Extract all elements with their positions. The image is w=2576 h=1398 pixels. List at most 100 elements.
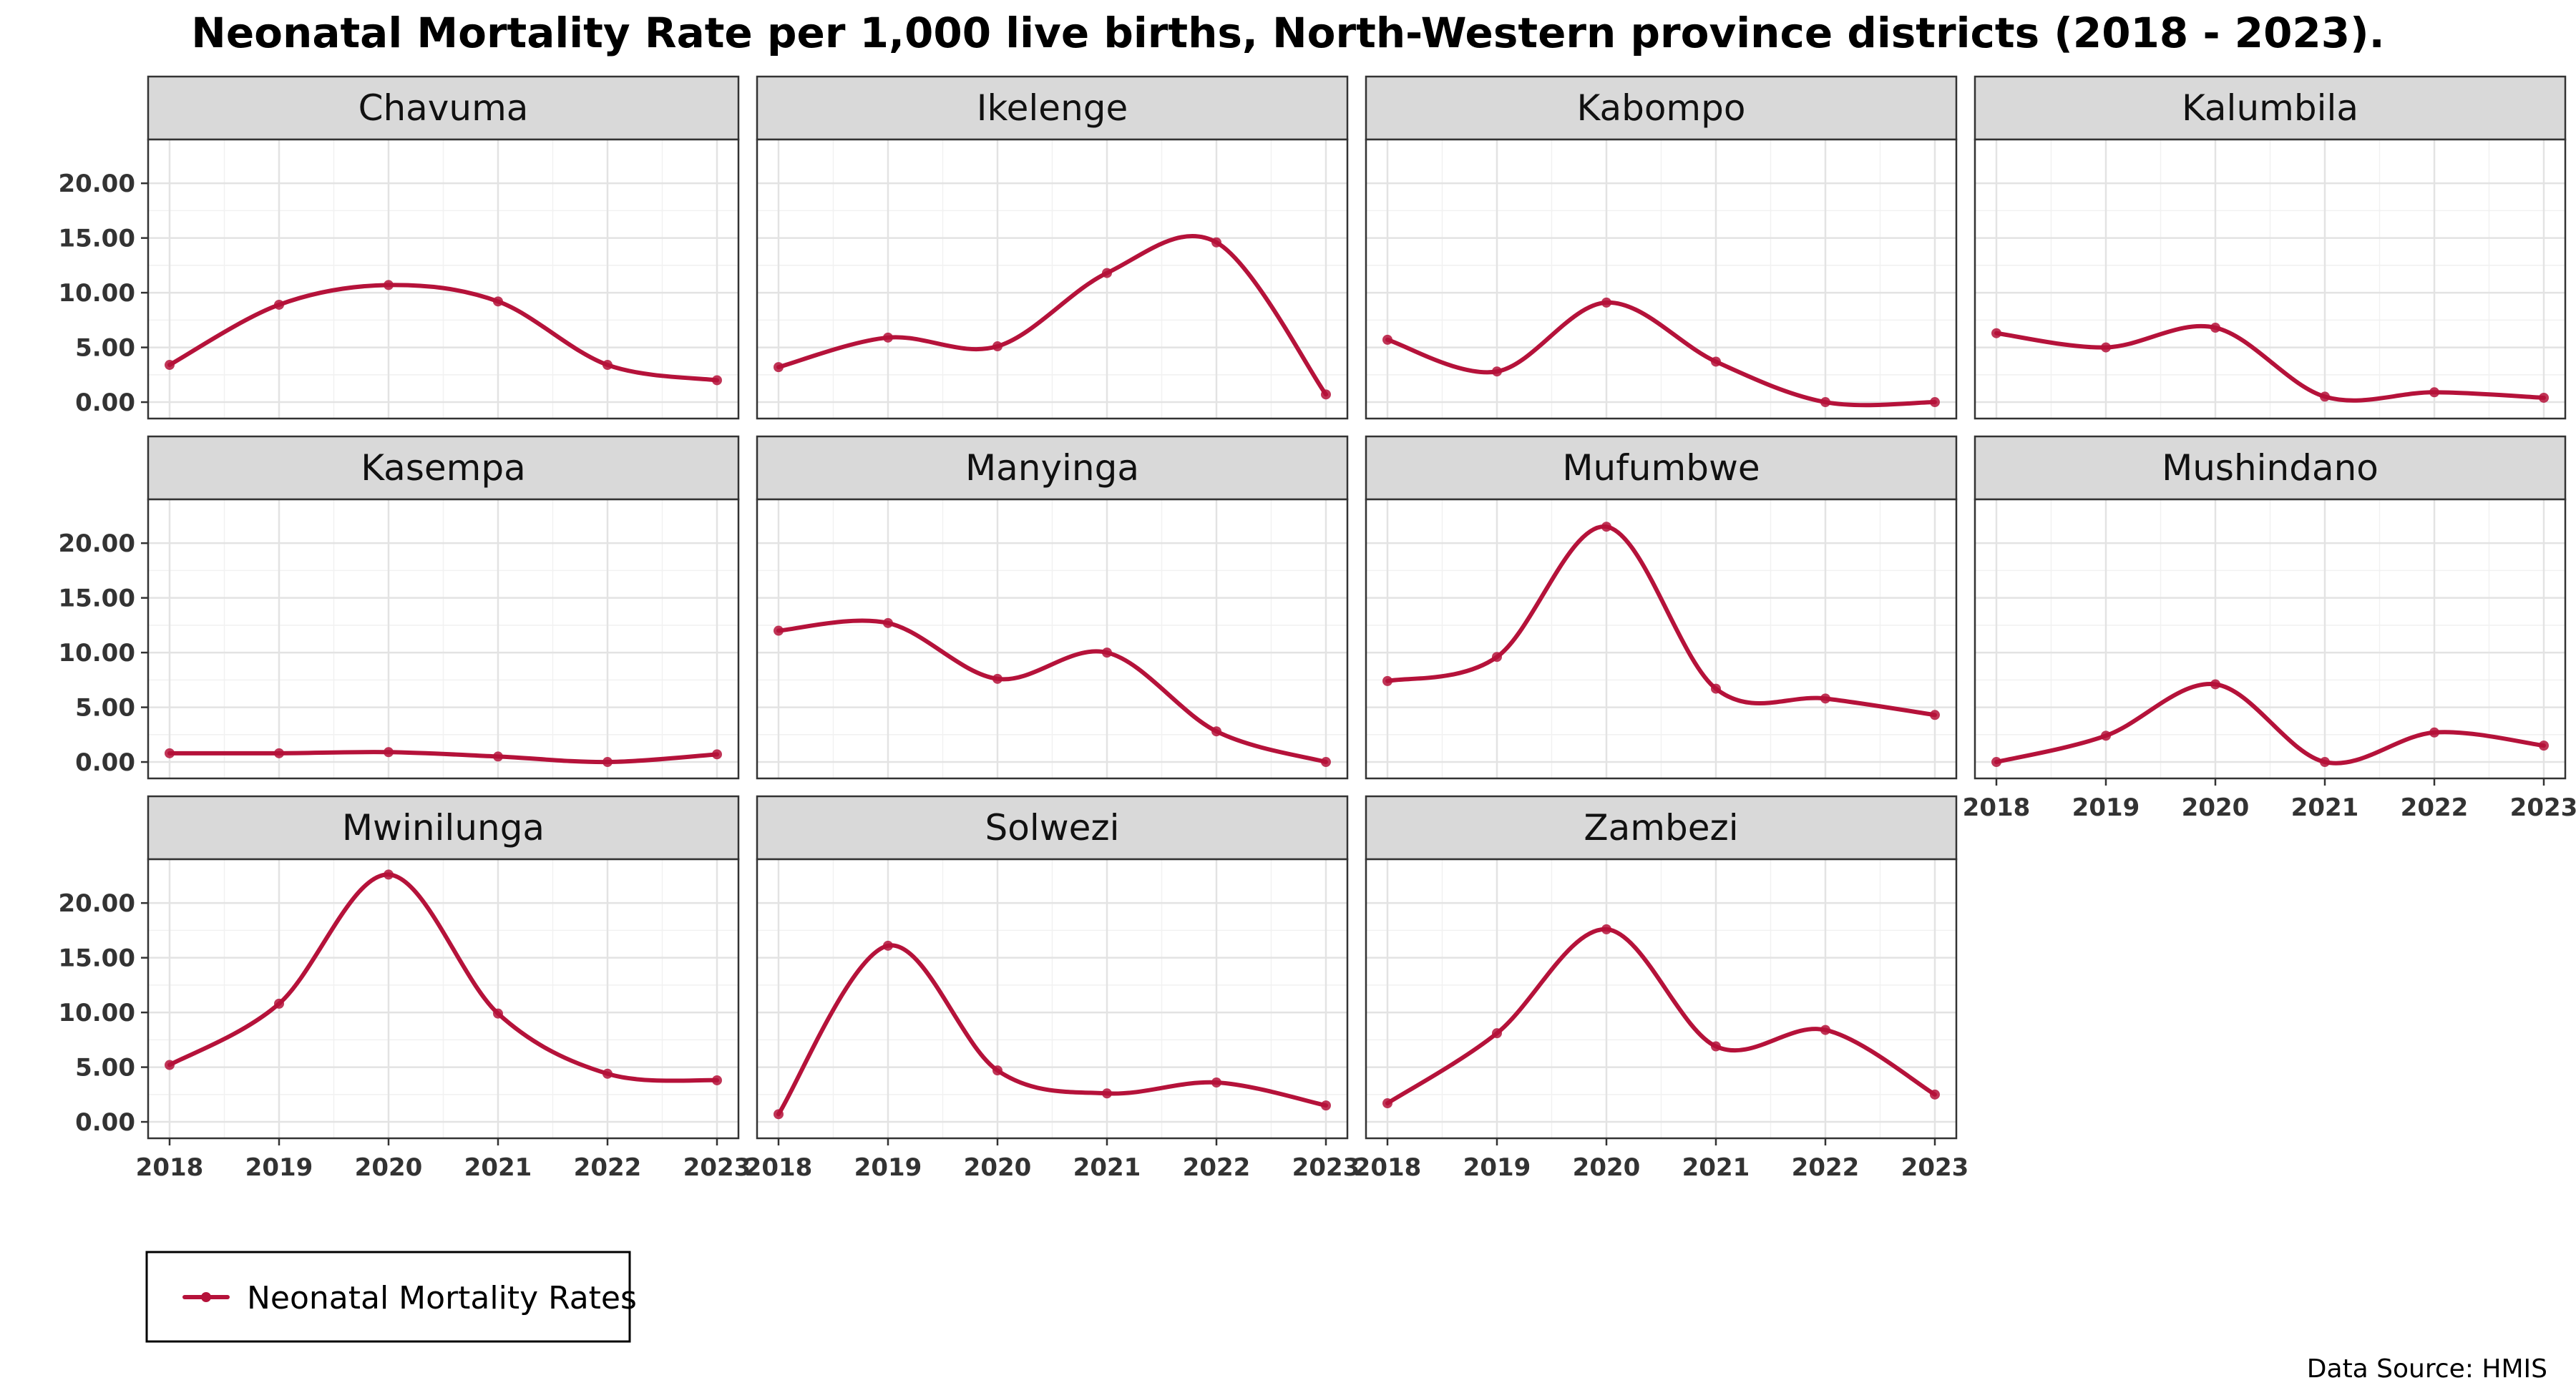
data-point — [1991, 328, 2001, 338]
data-point — [493, 296, 503, 307]
facet-panel-chavuma: Chavuma 0.00 5.00 10.00 15.00 20.00 — [58, 75, 740, 420]
data-point — [1930, 710, 1940, 720]
data-point — [493, 1008, 503, 1019]
x-tick-label: 2022 — [574, 1153, 642, 1182]
data-point — [2320, 391, 2330, 402]
data-point — [992, 341, 1002, 352]
data-point — [1711, 683, 1721, 694]
panel-border — [1365, 858, 1958, 1140]
series-line — [167, 750, 719, 765]
panel-border — [756, 498, 1349, 780]
y-tick-label: 0.00 — [75, 388, 135, 417]
y-tick-label: 5.00 — [75, 1054, 135, 1082]
data-point — [2429, 387, 2439, 398]
data-point — [883, 617, 893, 628]
data-point — [1382, 334, 1392, 345]
y-tick-label: 5.00 — [75, 334, 135, 363]
facet-strip — [1365, 75, 1958, 141]
data-point — [1321, 389, 1331, 400]
data-point — [1211, 726, 1221, 737]
y-tick-label: 10.00 — [58, 639, 135, 668]
data-point — [774, 625, 784, 636]
facet-strip — [1365, 435, 1958, 501]
panel-border — [147, 498, 740, 780]
facet-strip — [756, 435, 1349, 501]
data-point — [1711, 1041, 1721, 1052]
panel-border — [1365, 498, 1958, 780]
data-point — [774, 362, 784, 373]
data-point — [274, 299, 284, 310]
data-point — [1930, 1089, 1940, 1100]
facet-strip-label: Mushindano — [2162, 447, 2379, 489]
x-tick-label: 2022 — [1792, 1153, 1860, 1182]
data-point — [1382, 675, 1392, 686]
data-point — [712, 1075, 722, 1085]
data-point — [1930, 397, 1940, 408]
data-point — [1492, 1028, 1502, 1039]
data-point — [165, 1060, 175, 1070]
x-tick-label: 2020 — [355, 1153, 423, 1182]
data-point — [774, 1109, 784, 1120]
panel-border — [756, 138, 1349, 420]
panel-border — [1365, 138, 1958, 420]
facet-panel-kalumbila: Kalumbila — [1974, 75, 2567, 420]
data-point — [1601, 522, 1611, 532]
facet-strip — [756, 795, 1349, 861]
data-point — [1211, 1077, 1221, 1087]
y-tick-label: 0.00 — [75, 748, 135, 777]
data-point — [274, 748, 284, 758]
facet-panel-zambezi: Zambezi 2018 2019 2020 2021 2022 2023 — [1354, 795, 1969, 1182]
x-tick-label: 2019 — [2072, 793, 2140, 822]
facet-strip-label: Mufumbwe — [1562, 447, 1760, 489]
facet-strip — [147, 795, 740, 861]
data-point — [1492, 652, 1502, 663]
series-line — [1385, 927, 1937, 1106]
x-tick-label: 2018 — [1354, 1153, 1422, 1182]
facet-panel-kabompo: Kabompo — [1365, 75, 1958, 420]
data-point — [165, 748, 175, 758]
x-tick-label: 2023 — [1292, 1153, 1360, 1182]
data-point — [384, 747, 394, 758]
data-point — [1211, 237, 1221, 248]
data-point — [602, 1068, 613, 1079]
facet-panel-solwezi: Solwezi 2018 2019 2020 2021 2022 2023 — [745, 795, 1360, 1182]
data-point — [2101, 342, 2111, 353]
panels-layer: Chavuma 0.00 5.00 10.00 15.00 20.00 Ikelenge Ka… — [58, 75, 2576, 1182]
data-point — [1601, 924, 1611, 934]
data-point — [2101, 730, 2111, 741]
x-tick-label: 2019 — [1463, 1153, 1531, 1182]
y-tick-label: 5.00 — [75, 694, 135, 723]
series-line — [1385, 300, 1937, 408]
facet-strip — [1974, 435, 2567, 501]
facet-strip-label: Ikelenge — [977, 87, 1128, 129]
facet-strip — [147, 75, 740, 141]
data-point — [2429, 727, 2439, 738]
data-point — [2210, 679, 2220, 690]
x-tick-label: 2023 — [1901, 1153, 1969, 1182]
facet-panel-manyinga: Manyinga — [756, 435, 1349, 780]
series-line — [167, 283, 719, 383]
y-tick-label: 15.00 — [58, 944, 135, 973]
y-tick-label: 20.00 — [58, 889, 135, 918]
data-point — [274, 998, 284, 1009]
facet-strip-label: Kabompo — [1577, 87, 1746, 129]
facet-strip — [1365, 795, 1958, 861]
x-tick-label: 2018 — [745, 1153, 813, 1182]
data-point — [2320, 757, 2330, 768]
facet-strip-label: Zambezi — [1584, 807, 1738, 849]
y-tick-label: 20.00 — [58, 170, 135, 198]
data-point — [384, 869, 394, 880]
data-source-caption: Data Source: HMIS — [2307, 1354, 2547, 1384]
data-point — [1321, 1100, 1331, 1111]
facet-strip — [147, 435, 740, 501]
data-point — [992, 673, 1002, 684]
data-point — [602, 360, 613, 371]
data-point — [384, 280, 394, 290]
series-line — [1994, 323, 2546, 403]
data-point — [992, 1065, 1002, 1076]
y-tick-label: 0.00 — [75, 1108, 135, 1137]
y-tick-label: 10.00 — [58, 999, 135, 1027]
facet-strip-label: Solwezi — [985, 807, 1119, 849]
